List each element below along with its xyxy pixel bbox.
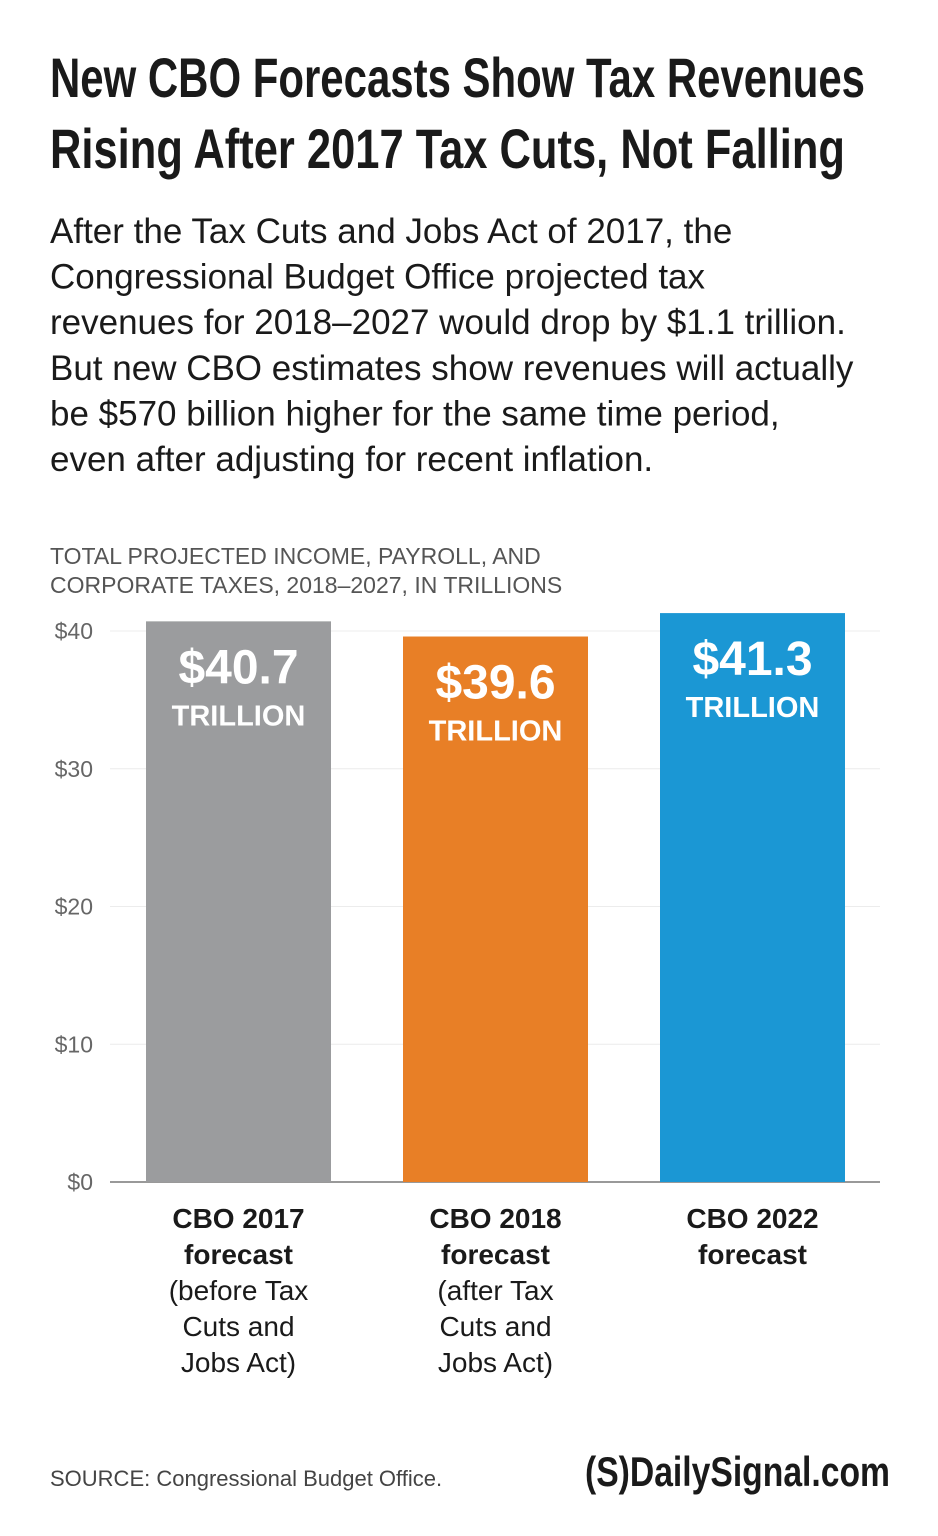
x-tick-label: CBO 2022 forecast — [643, 1201, 863, 1273]
chart-title: New CBO Forecasts Show Tax Revenues — [50, 46, 865, 109]
x-tick-label: CBO 2017 forecast (before Tax Cuts and Jo… — [129, 1201, 349, 1381]
value-label: $40.7 — [178, 641, 298, 694]
value-unit: TRILLION — [172, 700, 306, 732]
subtitle: revenues for 2018–2027 would drop by $1.… — [50, 303, 846, 342]
value-label: $39.6 — [435, 657, 555, 710]
bar — [146, 621, 331, 1182]
value-label: $41.3 — [692, 633, 812, 686]
y-tick-label: $10 — [55, 1031, 93, 1057]
category-note: (before Tax Cuts and Jobs Act) — [168, 1275, 309, 1378]
y-tick-label: $0 — [67, 1169, 93, 1195]
category-name: CBO 2022 forecast — [686, 1203, 819, 1270]
bar — [660, 613, 845, 1182]
axis-label: TOTAL PROJECTED INCOME, PAYROLL, AND — [50, 543, 541, 569]
chart-title: Rising After 2017 Tax Cuts, Not Falling — [50, 117, 845, 180]
y-tick-label: $20 — [55, 894, 93, 920]
axis-label: CORPORATE TAXES, 2018–2027, IN TRILLIONS — [50, 572, 562, 598]
x-tick-label: CBO 2018 forecast (after Tax Cuts and Job… — [386, 1201, 606, 1381]
subtitle: be $570 billion higher for the same time… — [50, 394, 780, 433]
subtitle: even after adjusting for recent inflatio… — [50, 440, 653, 479]
logo: (S)DailySignal.com — [585, 1448, 890, 1495]
category-name: CBO 2017 forecast — [172, 1203, 305, 1270]
source: SOURCE: Congressional Budget Office. — [50, 1466, 442, 1491]
category-name: CBO 2018 forecast — [429, 1203, 562, 1270]
value-unit: TRILLION — [686, 692, 820, 724]
y-tick-label: $40 — [55, 618, 93, 644]
category-note: (after Tax Cuts and Jobs Act) — [437, 1275, 554, 1378]
subtitle: But new CBO estimates show revenues will… — [50, 349, 854, 388]
y-tick-label: $30 — [55, 756, 93, 782]
bar — [403, 636, 588, 1182]
value-unit: TRILLION — [429, 716, 563, 748]
subtitle: Congressional Budget Office projected ta… — [50, 258, 706, 297]
subtitle: After the Tax Cuts and Jobs Act of 2017,… — [50, 212, 732, 251]
